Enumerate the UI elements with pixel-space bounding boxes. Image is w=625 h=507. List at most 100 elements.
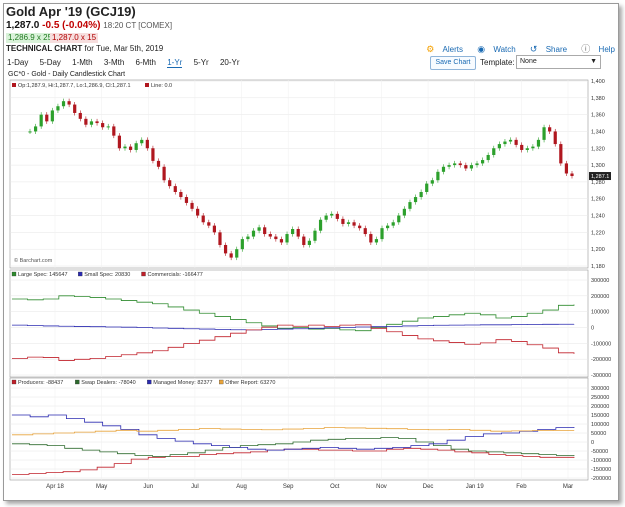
candle-body bbox=[95, 121, 99, 124]
template-select[interactable]: None ▼ bbox=[516, 55, 601, 69]
quote-time: 18:20 CT [COMEX] bbox=[103, 21, 173, 30]
series-legend: Small Spec: 20830 bbox=[84, 272, 130, 278]
legend-swatch bbox=[11, 271, 17, 277]
tab-1-day[interactable]: 1-Day bbox=[7, 58, 29, 67]
candle-body bbox=[223, 244, 228, 254]
x-tick-label: Jun bbox=[143, 484, 153, 490]
candle-body bbox=[263, 227, 267, 235]
tab-6-mth[interactable]: 6-Mth bbox=[135, 58, 156, 67]
candle-body bbox=[173, 186, 177, 192]
y-tick-label: 200000 bbox=[591, 294, 609, 300]
alert-icon: ⚙ bbox=[426, 44, 435, 54]
candle-body bbox=[106, 126, 110, 128]
candle-body bbox=[279, 239, 284, 243]
series-legend: Managed Money: 82377 bbox=[153, 380, 212, 386]
candle-body bbox=[257, 227, 261, 231]
legend-swatch bbox=[141, 271, 146, 277]
price-line: 1,287.0 -0.5 (-0.04%) 18:20 CT [COMEX] bbox=[6, 20, 172, 31]
candle-body bbox=[89, 121, 94, 125]
period-tabs: 1-Day 5-Day 1-Mth 3-Mth 6-Mth 1-Yr 5-Yr … bbox=[7, 58, 249, 68]
y-tick-label: 1,380 bbox=[591, 96, 605, 102]
tech-date: for Tue, Mar 5th, 2019 bbox=[84, 44, 164, 53]
legend-swatch bbox=[147, 379, 152, 385]
candle-body bbox=[33, 126, 38, 132]
candle-body bbox=[196, 208, 200, 216]
candle-body bbox=[520, 144, 524, 150]
watermark: © Barchart.com bbox=[14, 257, 53, 264]
candle-body bbox=[497, 144, 501, 149]
x-tick-label: Feb bbox=[516, 484, 527, 490]
tab-5-yr[interactable]: 5-Yr bbox=[193, 58, 209, 67]
tab-1-yr[interactable]: 1-Yr bbox=[167, 58, 183, 68]
x-tick-label: Sep bbox=[283, 484, 294, 490]
legend-swatch bbox=[11, 379, 17, 385]
candle-body bbox=[39, 114, 43, 127]
y-tick-label: 1,180 bbox=[591, 264, 605, 270]
candle-body bbox=[67, 101, 71, 105]
candle-body bbox=[151, 148, 155, 161]
y-tick-label: 1,220 bbox=[591, 230, 605, 236]
tab-5-day[interactable]: 5-Day bbox=[39, 58, 61, 67]
tab-20-yr[interactable]: 20-Yr bbox=[219, 58, 240, 67]
candle-body bbox=[212, 225, 216, 233]
y-tick-label: 1,260 bbox=[591, 197, 605, 203]
candle-body bbox=[525, 148, 529, 150]
candle-body bbox=[156, 160, 161, 167]
candle-body bbox=[480, 160, 485, 164]
candle-body bbox=[291, 229, 295, 235]
candle-body bbox=[235, 249, 239, 258]
candle-body bbox=[184, 197, 189, 203]
candle-body bbox=[397, 215, 401, 223]
series-line bbox=[12, 295, 575, 332]
candle-body bbox=[374, 239, 379, 243]
y-tick-label: -100000 bbox=[591, 458, 611, 464]
candle-body bbox=[425, 183, 429, 192]
y-tick-label: 100000 bbox=[591, 422, 609, 428]
candle-body bbox=[240, 239, 244, 250]
legend-swatch bbox=[75, 379, 80, 385]
series-line bbox=[12, 447, 575, 475]
candle-body bbox=[313, 230, 317, 241]
candle-body bbox=[486, 155, 490, 161]
price-change: -0.5 (-0.04%) bbox=[42, 20, 101, 31]
y-tick-label: 1,320 bbox=[591, 146, 605, 152]
candle-body bbox=[553, 131, 557, 145]
candle-body bbox=[128, 146, 133, 150]
candle-body bbox=[536, 139, 541, 147]
candle-body bbox=[352, 222, 356, 226]
tab-1-mth[interactable]: 1-Mth bbox=[72, 58, 93, 67]
candle-body bbox=[453, 163, 457, 166]
y-tick-label: 300000 bbox=[591, 278, 609, 284]
watch-button[interactable]: ◉ Watch bbox=[477, 44, 516, 54]
y-tick-label: 1,360 bbox=[591, 113, 605, 119]
x-tick-label: Apr 18 bbox=[46, 484, 64, 490]
y-tick-label: -50000 bbox=[591, 449, 608, 455]
legend-swatch bbox=[78, 271, 83, 277]
candle-body bbox=[542, 127, 546, 140]
candle-body bbox=[341, 218, 345, 224]
save-chart-button[interactable]: Save Chart bbox=[430, 56, 476, 70]
tab-3-mth[interactable]: 3-Mth bbox=[103, 58, 125, 67]
candle-body bbox=[346, 222, 351, 224]
tech-label: TECHNICAL CHART bbox=[6, 44, 83, 53]
last-price-label: 1,287.1 bbox=[591, 174, 609, 180]
candle-body bbox=[296, 229, 300, 237]
help-button[interactable]: ⓘ Help bbox=[581, 44, 615, 54]
action-bar: ⚙ Alerts ◉ Watch ↺ Share ⓘ Help bbox=[414, 42, 615, 55]
share-button[interactable]: ↺ Share bbox=[529, 44, 568, 54]
candle-body bbox=[508, 139, 513, 142]
candle-body bbox=[564, 163, 569, 174]
candle-body bbox=[402, 208, 406, 216]
candle-body bbox=[218, 232, 222, 245]
x-tick-label: Jan 19 bbox=[466, 484, 485, 490]
alerts-button[interactable]: ⚙ Alerts bbox=[426, 44, 463, 54]
candle-body bbox=[168, 180, 172, 187]
help-icon: ⓘ bbox=[581, 44, 591, 54]
legend-swatch bbox=[145, 83, 149, 87]
y-tick-label: 1,400 bbox=[591, 79, 605, 85]
series-legend: Other Report: 63270 bbox=[225, 380, 275, 386]
candle-body bbox=[335, 213, 339, 219]
candle-body bbox=[570, 173, 574, 177]
candle-body bbox=[363, 228, 367, 235]
